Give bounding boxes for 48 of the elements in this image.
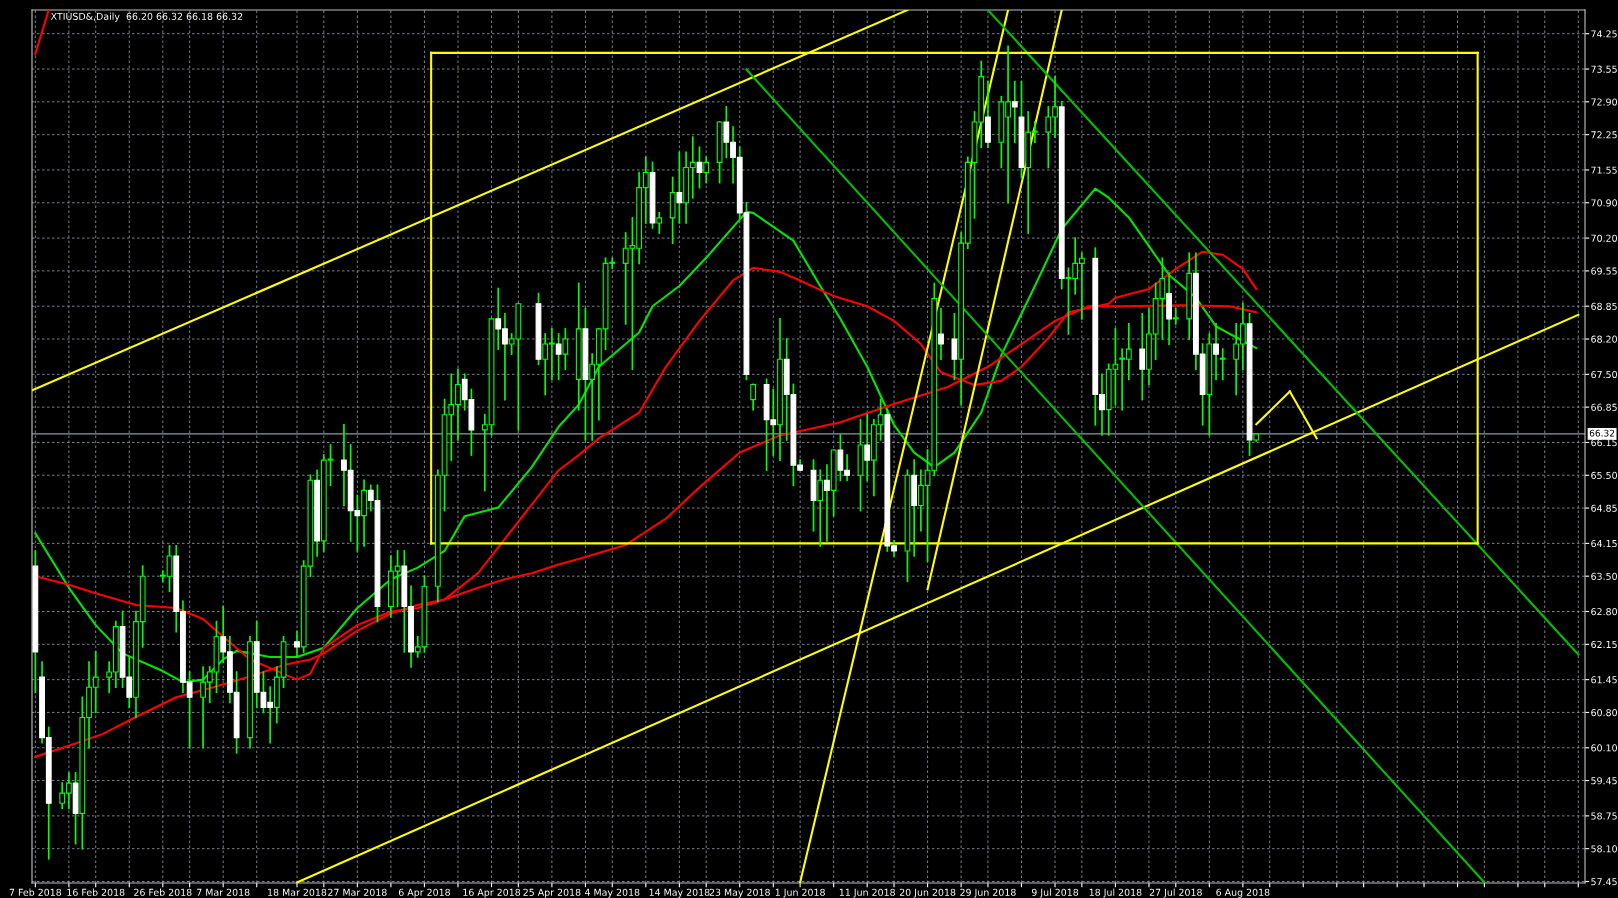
y-tick-label: 70.20 xyxy=(1591,234,1617,242)
y-tick-label: 68.85 xyxy=(1591,302,1617,310)
y-tick-label: 71.55 xyxy=(1591,166,1617,174)
x-tick-label: 25 Apr 2018 xyxy=(523,888,581,898)
y-tick-label: 64.85 xyxy=(1591,504,1617,512)
y-tick-label: 64.15 xyxy=(1591,539,1617,548)
y-tick-label: 63.50 xyxy=(1591,572,1617,580)
x-tick-label: 6 Aug 2018 xyxy=(1216,888,1270,898)
y-tick-label: 67.50 xyxy=(1591,370,1617,379)
y-tick-label: 58.75 xyxy=(1591,812,1617,820)
x-tick-label: 18 Mar 2018 xyxy=(268,888,327,896)
y-tick-label: 73.55 xyxy=(1591,65,1617,73)
y-tick-label: 74.25 xyxy=(1591,30,1617,38)
y-tick-label: 60.80 xyxy=(1591,709,1617,717)
y-tick-label: 70.90 xyxy=(1591,199,1617,207)
x-tick-label: 27 Mar 2018 xyxy=(328,888,387,896)
y-tick-label: 58.10 xyxy=(1591,845,1617,853)
chart-title: XTIUSD&,Daily 66.20 66.32 66.18 66.32 xyxy=(50,12,243,22)
x-tick-label: 27 Jul 2018 xyxy=(1149,888,1202,898)
y-tick-label: 57.45 xyxy=(1591,878,1617,886)
x-tick-label: 4 May 2018 xyxy=(584,888,640,898)
y-tick-label: 61.45 xyxy=(1591,676,1617,684)
x-tick-label: 18 Jul 2018 xyxy=(1089,888,1142,898)
y-tick-label: 66.85 xyxy=(1591,403,1617,411)
x-tick-label: 9 Jul 2018 xyxy=(1031,888,1079,898)
x-tick-label: 16 Feb 2018 xyxy=(67,888,125,896)
y-tick-label: 62.15 xyxy=(1591,640,1617,649)
y-tick-label: 72.90 xyxy=(1591,98,1617,106)
y-tick-label: 69.55 xyxy=(1591,267,1617,275)
y-tick-label: 68.20 xyxy=(1591,335,1617,343)
x-tick-label: 11 Jun 2018 xyxy=(839,888,895,898)
y-tick-label: 72.25 xyxy=(1591,131,1617,139)
x-tick-label: 14 May 2018 xyxy=(649,888,710,898)
x-tick-label: 20 Jun 2018 xyxy=(899,888,956,898)
y-tick-label: 60.10 xyxy=(1591,744,1617,752)
x-tick-label: 23 May 2018 xyxy=(709,888,770,898)
x-tick-label: 7 Feb 2018 xyxy=(9,888,62,896)
x-tick-label: 1 Jun 2018 xyxy=(775,888,825,898)
y-tick-label: 62.80 xyxy=(1591,608,1617,616)
x-tick-label: 7 Mar 2018 xyxy=(197,888,250,896)
x-tick-label: 26 Feb 2018 xyxy=(134,888,192,896)
x-tick-label: 29 Jun 2018 xyxy=(960,888,1016,898)
y-tick-label: 65.50 xyxy=(1591,471,1617,479)
x-tick-label: 16 Apr 2018 xyxy=(463,888,521,898)
ref-line-label: 66.32 xyxy=(1589,429,1615,437)
x-tick-label: 6 Apr 2018 xyxy=(398,888,450,898)
y-tick-label: 59.45 xyxy=(1591,777,1617,785)
y-tick-label: 66.15 xyxy=(1591,439,1617,447)
